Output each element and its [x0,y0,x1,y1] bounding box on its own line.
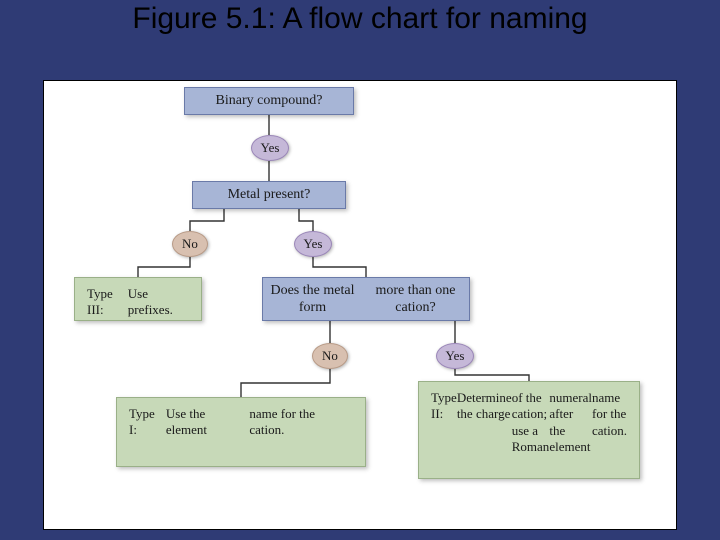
node-text: Binary compound? [216,92,323,110]
node-text: Use the element [166,406,249,439]
node-y3: Yes [436,343,474,369]
edge-n1-r3 [138,257,190,277]
node-q2: Metal present? [192,181,346,209]
node-text: Does the metal form [263,282,362,317]
node-text: Metal present? [228,186,311,204]
edge-q2-y2 [299,209,313,231]
node-q1: Binary compound? [184,87,354,115]
node-text: Type III: [87,286,128,319]
node-text: No [182,236,198,252]
node-text: Determine the charge [457,390,512,423]
node-n1: No [172,231,208,257]
edge-n2-r1 [241,369,330,397]
edge-y2-q3 [313,257,366,277]
flowchart-canvas: Binary compound? Yes Metal present? No Yes Ty… [43,80,677,530]
node-text: name for the cation. [592,390,627,439]
node-text: Yes [261,140,280,156]
node-y1: Yes [251,135,289,161]
node-n2: No [312,343,348,369]
edge-y3-r2 [455,369,529,381]
node-text: name for the cation. [249,406,353,439]
node-text: Type I: [129,406,166,439]
node-q3: Does the metal formmore than one cation? [262,277,470,321]
node-r1: Type I:Use the elementname for the catio… [116,397,366,467]
node-text: numeral after the element [549,390,592,455]
node-r2: Type II:Determine the chargeof the catio… [418,381,640,479]
node-text: Use prefixes. [128,286,189,319]
node-text: Yes [446,348,465,364]
node-text: Yes [304,236,323,252]
edge-q2-n1 [190,209,224,231]
node-text: Type II: [431,390,457,423]
node-y2: Yes [294,231,332,257]
node-text: No [322,348,338,364]
figure-title: Figure 5.1: A flow chart for naming [0,0,720,37]
node-text: of the cation; use a Roman [512,390,550,455]
node-text: more than one cation? [362,282,469,317]
node-r3: Type III:Use prefixes. [74,277,202,321]
